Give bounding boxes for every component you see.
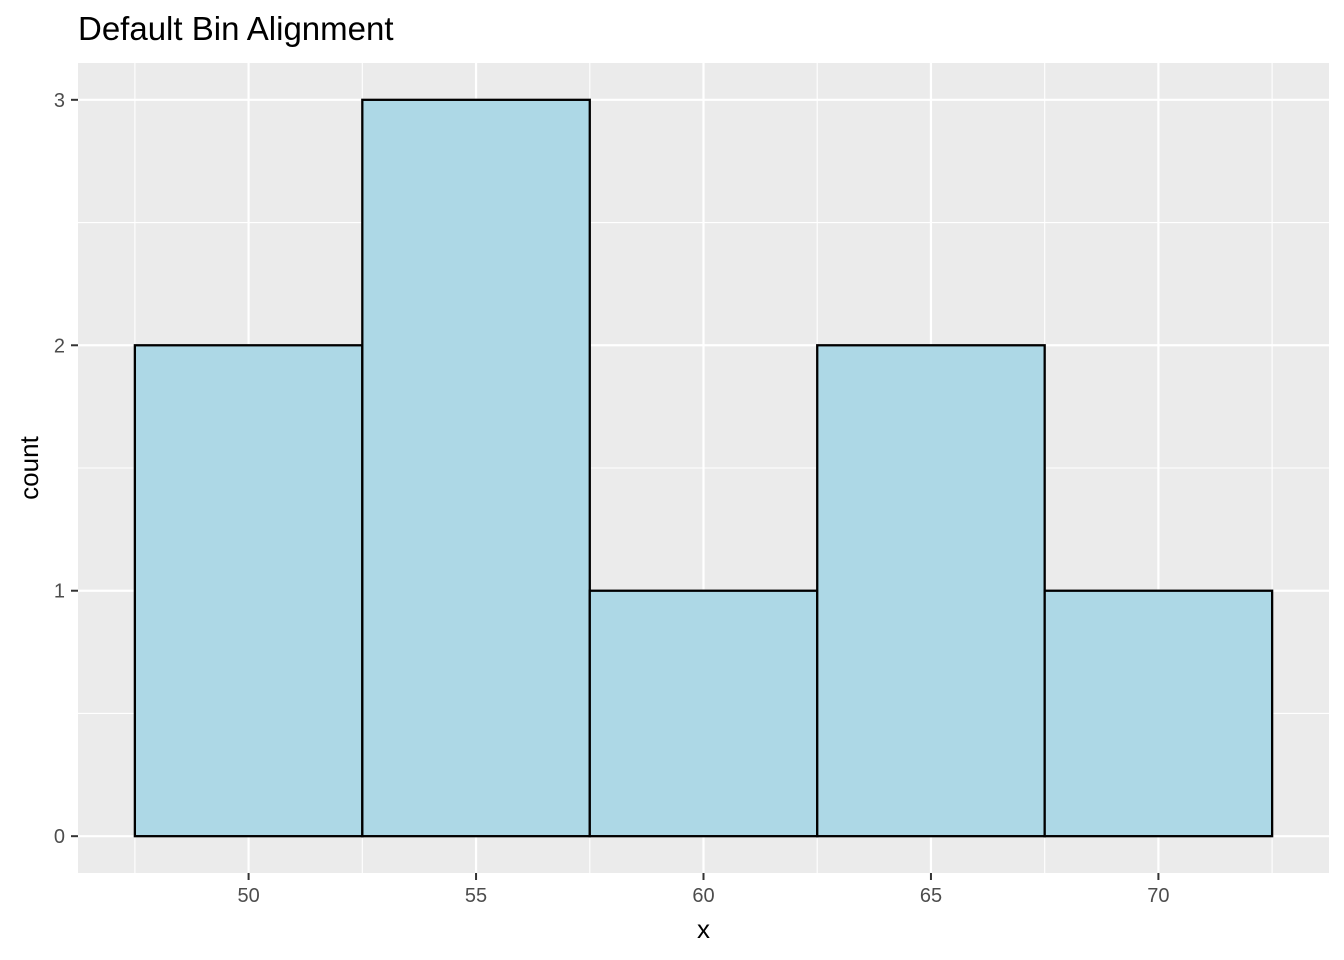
x-tick-label: 60 [692, 885, 714, 907]
histogram-bars [133, 98, 1274, 838]
x-axis: 50 55 60 65 70 [237, 873, 1170, 907]
histogram-bar [1043, 589, 1274, 838]
histogram-bar [361, 98, 591, 838]
x-tick-label: 55 [465, 885, 487, 907]
y-axis: 0 1 2 3 [54, 90, 78, 848]
x-tick-label: 50 [237, 885, 259, 907]
histogram-bar [133, 344, 364, 838]
x-tick-label: 65 [920, 885, 942, 907]
y-tick-label: 0 [54, 826, 65, 848]
histogram-bar [816, 344, 1046, 838]
x-tick-label: 70 [1147, 885, 1169, 907]
y-tick-label: 2 [54, 335, 65, 357]
y-tick-label: 3 [54, 90, 65, 112]
chart-title: Default Bin Alignment [78, 10, 394, 47]
y-tick-label: 1 [54, 581, 65, 603]
histogram-bar [588, 589, 819, 838]
y-axis-title: count [14, 435, 44, 499]
x-axis-title: x [697, 914, 710, 944]
